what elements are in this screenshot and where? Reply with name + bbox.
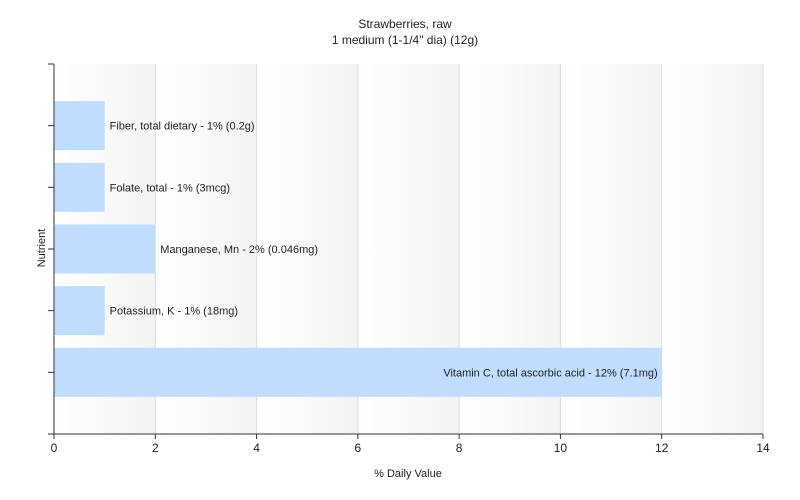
bar-labels: Fiber, total dietary - 1% (0.2g) Folate, … bbox=[110, 121, 658, 380]
x-tick-label: 8 bbox=[456, 441, 463, 455]
chart-title: Strawberries, raw bbox=[358, 17, 452, 31]
x-tick-label: 10 bbox=[554, 441, 568, 455]
bar bbox=[54, 101, 105, 151]
bar bbox=[54, 286, 105, 336]
x-tick-label: 6 bbox=[355, 441, 362, 455]
x-tick-label: 2 bbox=[152, 441, 159, 455]
bar-label: Vitamin C, total ascorbic acid - 12% (7.… bbox=[443, 367, 657, 379]
x-tick-label: 0 bbox=[51, 441, 58, 455]
y-axis-label: Nutrient bbox=[36, 229, 48, 268]
x-tick-label: 12 bbox=[655, 441, 669, 455]
chart-subtitle: 1 medium (1-1/4" dia) (12g) bbox=[332, 33, 478, 47]
ticks: 0 2 4 6 8 10 12 14 bbox=[48, 63, 770, 455]
bar-label: Fiber, total dietary - 1% (0.2g) bbox=[110, 121, 255, 133]
bars bbox=[54, 101, 662, 397]
bar-label: Manganese, Mn - 2% (0.046mg) bbox=[160, 244, 318, 256]
x-tick-label: 4 bbox=[253, 441, 260, 455]
x-axis-label: % Daily Value bbox=[374, 468, 442, 480]
bar bbox=[54, 347, 662, 397]
bar bbox=[54, 162, 105, 212]
x-tick-label: 14 bbox=[756, 441, 770, 455]
bar bbox=[54, 224, 156, 274]
plot-band bbox=[661, 64, 763, 434]
bar-label: Potassium, K - 1% (18mg) bbox=[110, 306, 238, 318]
bar-label: Folate, total - 1% (3mcg) bbox=[110, 182, 230, 194]
